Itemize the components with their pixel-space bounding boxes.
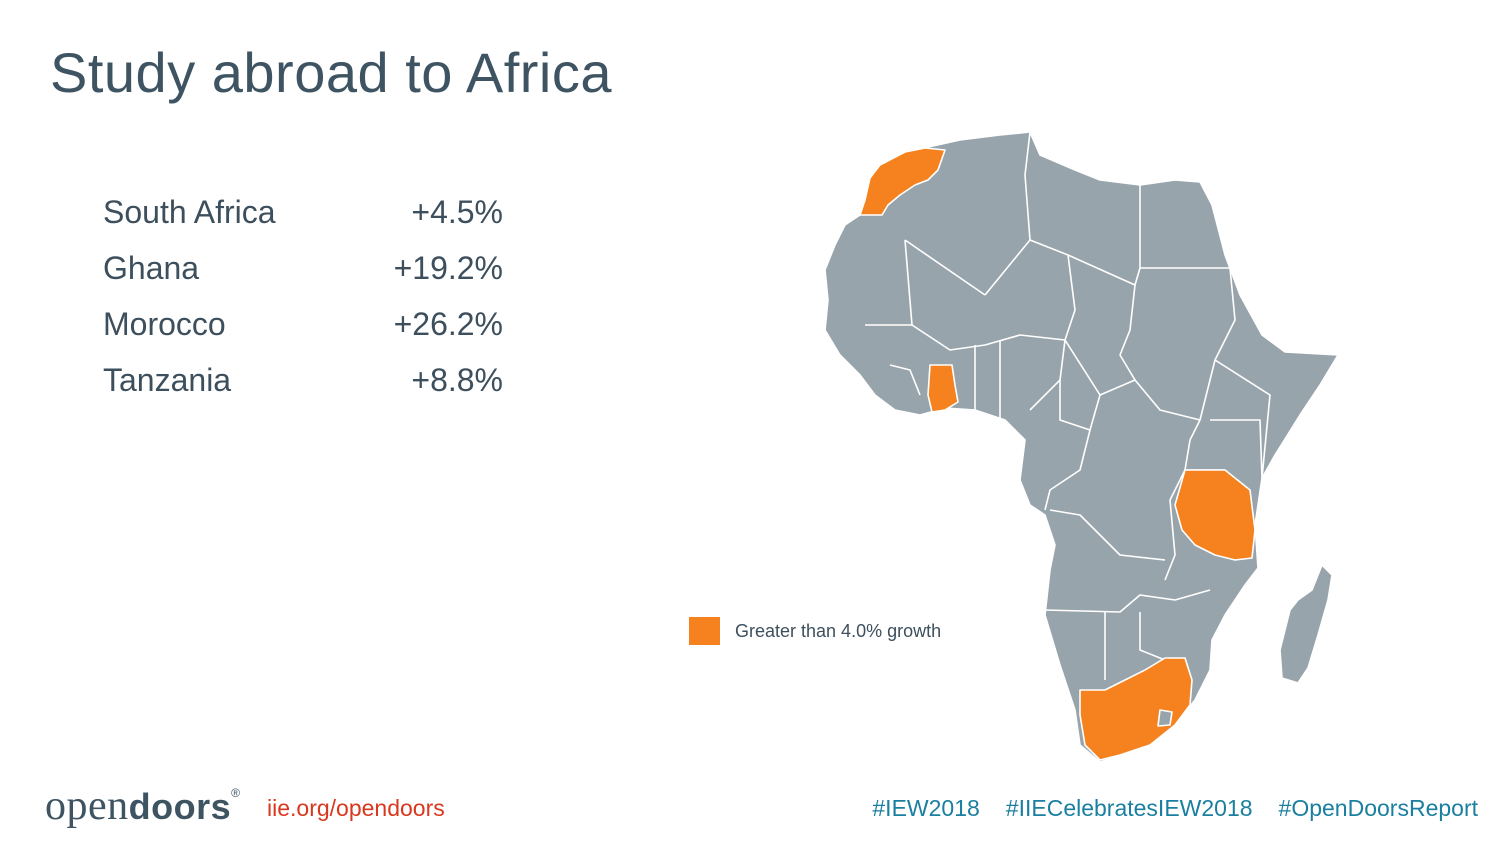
logo-bold-text: doors	[128, 786, 232, 827]
stat-country: Tanzania	[103, 362, 232, 398]
morocco-shape	[859, 147, 946, 216]
opendoors-logo: opendoors®	[45, 782, 241, 830]
hashtag-list: #IEW2018 #IIECelebratesIEW2018 #OpenDoor…	[872, 795, 1478, 822]
africa-map	[824, 131, 1339, 763]
stat-country: Ghana	[103, 250, 200, 286]
opendoors-link[interactable]: iie.org/opendoors	[267, 795, 445, 821]
hashtag-iie-celebrates[interactable]: #IIECelebratesIEW2018	[1005, 795, 1253, 821]
stat-row-south-africa: South Africa +4.5%	[103, 194, 503, 250]
stat-country: Morocco	[103, 306, 226, 342]
stat-change: +4.5%	[411, 194, 503, 230]
registered-mark: ®	[231, 786, 241, 800]
lesotho-shape	[1157, 709, 1173, 727]
stat-change: +26.2%	[393, 306, 503, 342]
south-africa-shape	[1079, 657, 1193, 761]
highlighted-countries	[859, 147, 1256, 761]
legend-label: Greater than 4.0% growth	[735, 620, 942, 641]
hashtag-opendoors-report[interactable]: #OpenDoorsReport	[1278, 795, 1478, 821]
tanzania-shape	[1174, 469, 1256, 561]
stat-row-morocco: Morocco +26.2%	[103, 306, 503, 362]
country-borders	[865, 131, 1271, 680]
stat-change: +8.8%	[411, 362, 503, 398]
growth-stats-table: South Africa +4.5% Ghana +19.2% Morocco …	[103, 194, 503, 418]
madagascar	[1279, 564, 1333, 684]
slide-title: Study abroad to Africa	[50, 41, 613, 104]
hashtag-iew2018[interactable]: #IEW2018	[872, 795, 980, 821]
stat-country: South Africa	[103, 194, 276, 230]
stat-row-ghana: Ghana +19.2%	[103, 250, 503, 306]
logo-light-text: open	[45, 783, 129, 829]
ghana-shape	[927, 364, 959, 413]
stat-row-tanzania: Tanzania +8.8%	[103, 362, 503, 418]
legend-swatch	[689, 617, 720, 645]
map-legend: Greater than 4.0% growth	[689, 617, 941, 645]
stat-change: +19.2%	[393, 250, 503, 286]
